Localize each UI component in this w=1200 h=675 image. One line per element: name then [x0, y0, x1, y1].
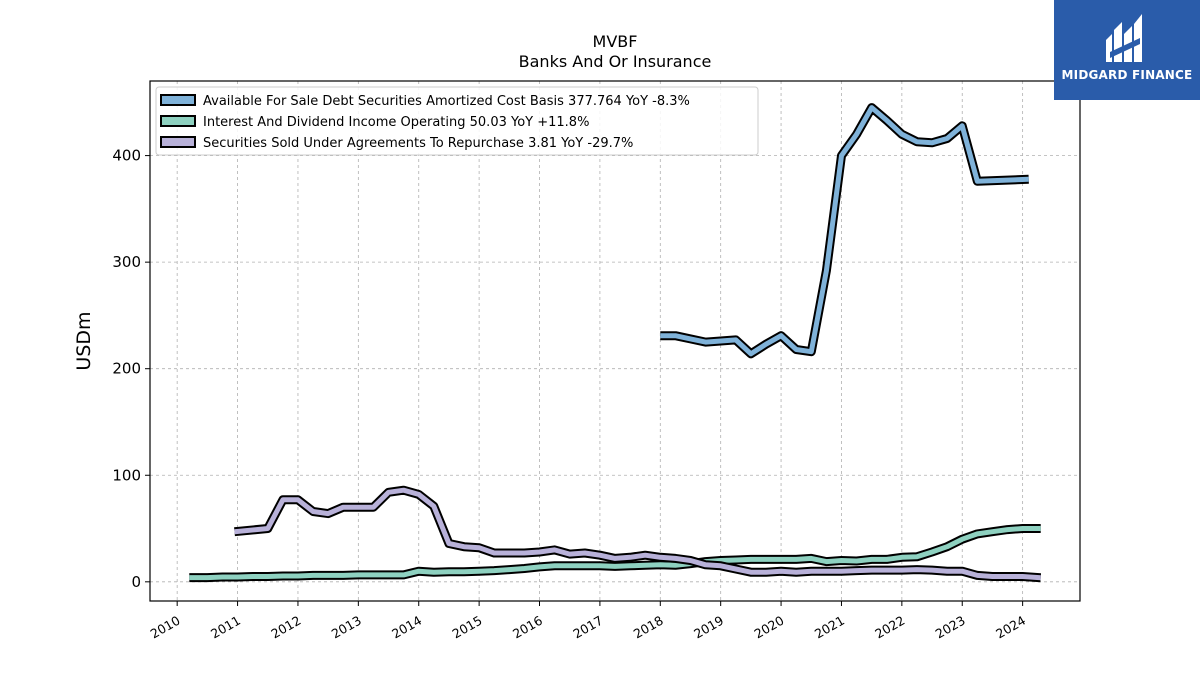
- x-tick-label: 2010: [148, 613, 183, 642]
- x-tick-label: 2015: [450, 613, 485, 642]
- chart-title: MVBF: [593, 32, 638, 51]
- y-axis-label: USDm: [73, 311, 95, 370]
- brand-name: MIDGARD FINANCE: [1061, 68, 1193, 82]
- y-axis-ticks: 0 100 200 300 400: [112, 147, 150, 591]
- legend-label-0: Available For Sale Debt Securities Amort…: [203, 94, 690, 109]
- x-tick-label: 2021: [812, 613, 847, 642]
- legend-box: [155, 86, 759, 156]
- brand-mark-icon: [1106, 14, 1142, 62]
- plot-frame: [149, 80, 1081, 602]
- y-tick-label: 400: [112, 147, 141, 165]
- x-tick-label: 2022: [872, 613, 907, 642]
- legend-label-2: Securities Sold Under Agreements To Repu…: [203, 136, 633, 151]
- chart-subtitle: Banks And Or Insurance: [519, 52, 712, 71]
- series-line-2: [234, 487, 1041, 581]
- x-tick-label: 2024: [993, 613, 1028, 642]
- series-line-0: [660, 105, 1029, 357]
- x-tick-label: 2011: [208, 613, 243, 642]
- y-tick-label: 200: [112, 360, 141, 378]
- y-tick-label: 300: [112, 253, 141, 271]
- brand-logo: MIDGARD FINANCE: [1054, 0, 1200, 100]
- legend: Available For Sale Debt Securities Amort…: [155, 86, 759, 156]
- x-tick-label: 2018: [631, 613, 666, 642]
- y-tick-label: 0: [131, 573, 141, 591]
- y-tick-label: 100: [112, 466, 141, 484]
- x-tick-label: 2016: [510, 613, 545, 642]
- legend-swatch-1: [160, 115, 196, 127]
- x-tick-label: 2014: [389, 613, 424, 642]
- x-tick-label: 2019: [691, 613, 726, 642]
- legend-swatch-0: [160, 94, 196, 106]
- grid: [150, 81, 1080, 601]
- x-tick-label: 2020: [752, 613, 787, 642]
- legend-swatch-2: [160, 136, 196, 148]
- x-tick-label: 2013: [329, 613, 364, 642]
- series-layer: [189, 103, 1042, 583]
- x-tick-label: 2023: [933, 613, 968, 642]
- series-line-1: [189, 526, 1041, 581]
- x-tick-label: 2017: [570, 613, 605, 642]
- x-tick-label: 2012: [268, 613, 303, 642]
- legend-label-1: Interest And Dividend Income Operating 5…: [203, 115, 589, 130]
- x-axis-ticks: 2010 2011 2012 2013 2014 2015 2016 2017 2018 2019…: [148, 601, 1028, 642]
